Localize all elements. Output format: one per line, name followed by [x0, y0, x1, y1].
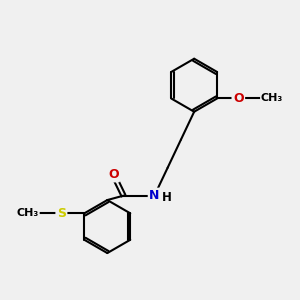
Text: S: S — [57, 207, 66, 220]
Text: CH₃: CH₃ — [261, 94, 283, 103]
Text: H: H — [162, 190, 172, 204]
Text: O: O — [233, 92, 244, 105]
Text: CH₃: CH₃ — [16, 208, 39, 218]
Text: O: O — [108, 168, 119, 181]
Text: N: N — [149, 189, 160, 202]
